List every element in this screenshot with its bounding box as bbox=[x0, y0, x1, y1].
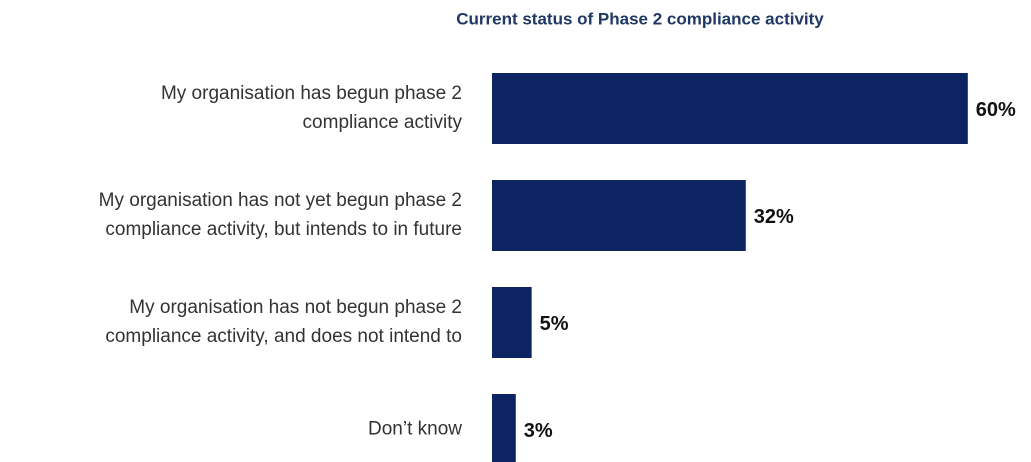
category-label: compliance activity, but intends to in f… bbox=[105, 219, 462, 240]
category-label: compliance activity bbox=[303, 112, 463, 133]
category-label: My organisation has not begun phase 2 bbox=[129, 297, 462, 318]
value-label: 32% bbox=[754, 206, 794, 228]
category-label: My organisation has not yet begun phase … bbox=[99, 190, 462, 211]
bar bbox=[492, 73, 968, 144]
category-label: My organisation has begun phase 2 bbox=[161, 83, 462, 104]
category-label: compliance activity, and does not intend… bbox=[105, 326, 462, 347]
value-label: 5% bbox=[540, 313, 569, 335]
bar bbox=[492, 180, 746, 251]
bar bbox=[492, 287, 532, 358]
value-label: 3% bbox=[524, 420, 553, 442]
value-label: 60% bbox=[976, 99, 1016, 121]
category-label: Don’t know bbox=[368, 419, 462, 440]
bar bbox=[492, 394, 516, 462]
chart-title: Current status of Phase 2 compliance act… bbox=[456, 9, 824, 28]
